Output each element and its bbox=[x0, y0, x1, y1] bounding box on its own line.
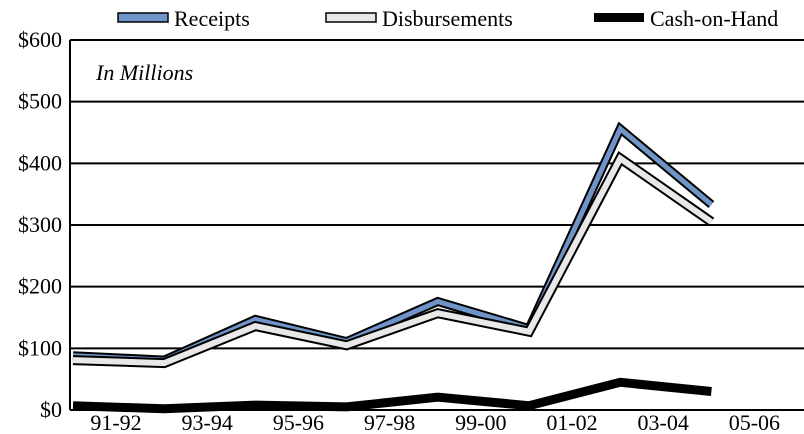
x-tick-label: 93-94 bbox=[182, 410, 233, 434]
x-tick-label: 03-04 bbox=[638, 410, 689, 434]
legend-label-receipts: Receipts bbox=[174, 6, 250, 31]
units-annotation: In Millions bbox=[95, 60, 193, 85]
series-cash-on-hand-outline bbox=[72, 377, 712, 414]
y-tick-label: $300 bbox=[18, 212, 62, 237]
y-tick-label: $400 bbox=[18, 150, 62, 175]
y-tick-label: $0 bbox=[40, 397, 62, 422]
x-tick-label: 91-92 bbox=[90, 410, 141, 434]
series-disbursements-line bbox=[72, 153, 714, 367]
x-tick-label: 99-00 bbox=[455, 410, 506, 434]
axes bbox=[69, 40, 804, 411]
legend-label-cash-on-hand: Cash-on-Hand bbox=[650, 6, 778, 31]
legend-swatch-disbursements bbox=[325, 12, 377, 23]
x-tick-label: 95-96 bbox=[273, 410, 324, 434]
legend-label-disbursements: Disbursements bbox=[382, 6, 513, 31]
y-axis-tick-labels: $0 $100 $200 $300 $400 $500 $600 bbox=[18, 27, 62, 422]
y-tick-label: $600 bbox=[18, 27, 62, 52]
legend: Receipts Disbursements Cash-on-Hand bbox=[117, 6, 778, 31]
legend-swatch-receipts bbox=[117, 12, 169, 23]
x-axis-tick-labels: 91-92 93-94 95-96 97-98 99-00 01-02 03-04 05-06 bbox=[90, 410, 780, 434]
y-tick-label: $100 bbox=[18, 335, 62, 360]
x-tick-label: 01-02 bbox=[546, 410, 597, 434]
series-group bbox=[72, 121, 715, 414]
y-tick-label: $500 bbox=[18, 89, 62, 114]
x-tick-label: 97-98 bbox=[364, 410, 415, 434]
y-tick-label: $200 bbox=[18, 274, 62, 299]
legend-swatch-cash-on-hand bbox=[594, 13, 644, 22]
x-tick-label: 05-06 bbox=[729, 410, 780, 434]
